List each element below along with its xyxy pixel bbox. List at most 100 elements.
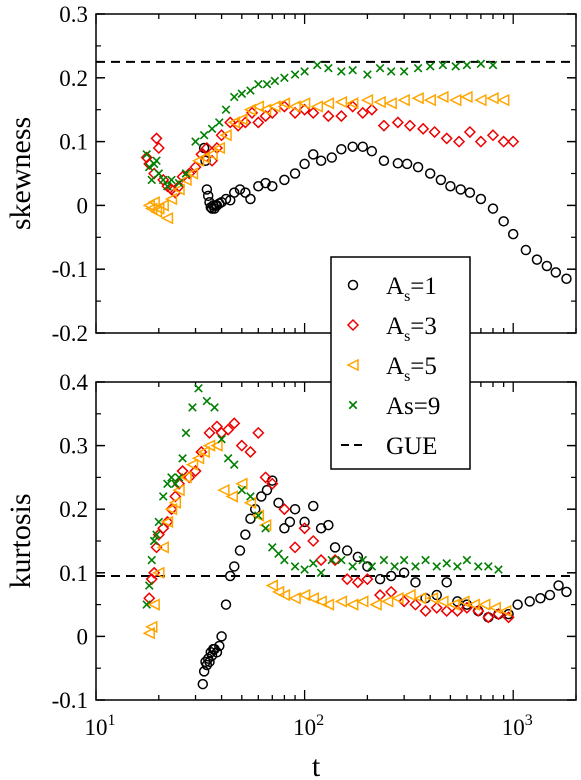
data-point	[373, 588, 387, 602]
data-point	[254, 511, 263, 520]
data-point	[277, 97, 291, 110]
data-point	[323, 519, 334, 531]
data-point	[142, 627, 156, 640]
data-point	[315, 554, 328, 567]
data-point	[169, 490, 182, 503]
data-point	[220, 599, 232, 610]
data-point	[380, 595, 394, 608]
data-point	[160, 211, 174, 225]
data-point	[384, 97, 397, 110]
series-as-5	[142, 439, 512, 640]
data-point	[419, 604, 432, 618]
y-tick-label: -0.1	[52, 257, 88, 282]
data-point	[243, 496, 257, 510]
data-point	[229, 460, 239, 469]
data-point	[312, 60, 322, 70]
data-point	[307, 106, 320, 119]
x-tick-label: 101	[85, 712, 116, 740]
data-point	[397, 93, 410, 107]
data-point	[476, 59, 486, 69]
data-point	[156, 541, 169, 554]
data-point	[550, 267, 562, 278]
data-point	[520, 244, 532, 256]
data-point	[181, 428, 191, 438]
data-point	[348, 562, 357, 571]
data-point	[217, 483, 230, 497]
legend-label-base: GUE	[386, 433, 437, 460]
data-point	[289, 503, 301, 515]
data-point	[267, 475, 278, 486]
data-point	[191, 452, 205, 465]
data-point	[199, 130, 209, 140]
data-point	[488, 60, 498, 70]
data-point	[220, 193, 232, 205]
data-point	[158, 492, 168, 501]
data-point	[512, 599, 523, 610]
data-point	[445, 181, 456, 192]
data-point	[160, 515, 174, 529]
data-point	[310, 100, 324, 113]
legend-label: GUE	[386, 433, 437, 460]
y-tick-label: 0.1	[59, 130, 88, 155]
data-point	[207, 124, 217, 134]
data-point	[273, 497, 284, 509]
data-point	[308, 558, 318, 568]
data-point	[531, 254, 543, 265]
data-point	[170, 479, 180, 489]
data-point	[336, 144, 347, 155]
legend-label-subscript: s	[404, 288, 410, 305]
y-tick-label: 0.1	[59, 561, 88, 586]
series-as-9	[142, 59, 498, 191]
data-point	[202, 396, 212, 406]
data-point	[240, 529, 251, 540]
data-point	[412, 161, 424, 173]
data-point	[152, 566, 165, 580]
data-point	[497, 135, 510, 148]
y-axis-label: kurtosis	[4, 493, 37, 588]
y-tick-label: 0.3	[59, 434, 88, 459]
data-point	[360, 93, 374, 107]
data-point	[235, 477, 248, 490]
y-tick-label: 0.2	[59, 497, 88, 522]
data-point	[410, 577, 421, 588]
x-tick-label-exponent: 2	[316, 712, 324, 729]
legend-label: As=3	[386, 313, 437, 345]
data-point	[357, 141, 369, 152]
data-point	[163, 181, 172, 191]
data-point	[142, 600, 152, 609]
series-as-3	[140, 100, 520, 199]
legend-label-subscript: s	[404, 368, 410, 385]
data-point	[214, 118, 224, 127]
data-point	[201, 184, 213, 195]
data-point	[244, 445, 257, 459]
data-point	[386, 67, 396, 76]
data-point	[307, 500, 319, 512]
data-point	[288, 100, 301, 113]
data-point	[428, 125, 441, 139]
legend-marker	[346, 358, 359, 372]
data-point	[237, 89, 247, 99]
data-point	[259, 471, 272, 484]
data-point	[258, 103, 272, 116]
data-point	[474, 93, 487, 107]
data-point	[356, 106, 369, 119]
data-point	[243, 103, 257, 116]
data-point	[440, 604, 453, 618]
data-point	[377, 119, 390, 132]
data-point	[212, 141, 226, 155]
data-point	[425, 62, 435, 71]
data-point	[214, 640, 225, 652]
data-point	[315, 155, 327, 166]
data-point	[235, 113, 248, 126]
data-point	[261, 523, 270, 533]
y-tick-label: 0	[77, 624, 89, 649]
data-point	[483, 612, 494, 623]
data-point	[314, 595, 327, 608]
data-point	[154, 517, 164, 527]
data-point	[498, 604, 512, 618]
data-point	[441, 577, 452, 588]
data-point	[181, 169, 191, 178]
data-point	[205, 148, 218, 161]
data-point	[462, 60, 472, 70]
